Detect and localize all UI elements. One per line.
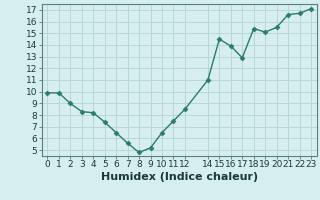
X-axis label: Humidex (Indice chaleur): Humidex (Indice chaleur) — [100, 172, 258, 182]
